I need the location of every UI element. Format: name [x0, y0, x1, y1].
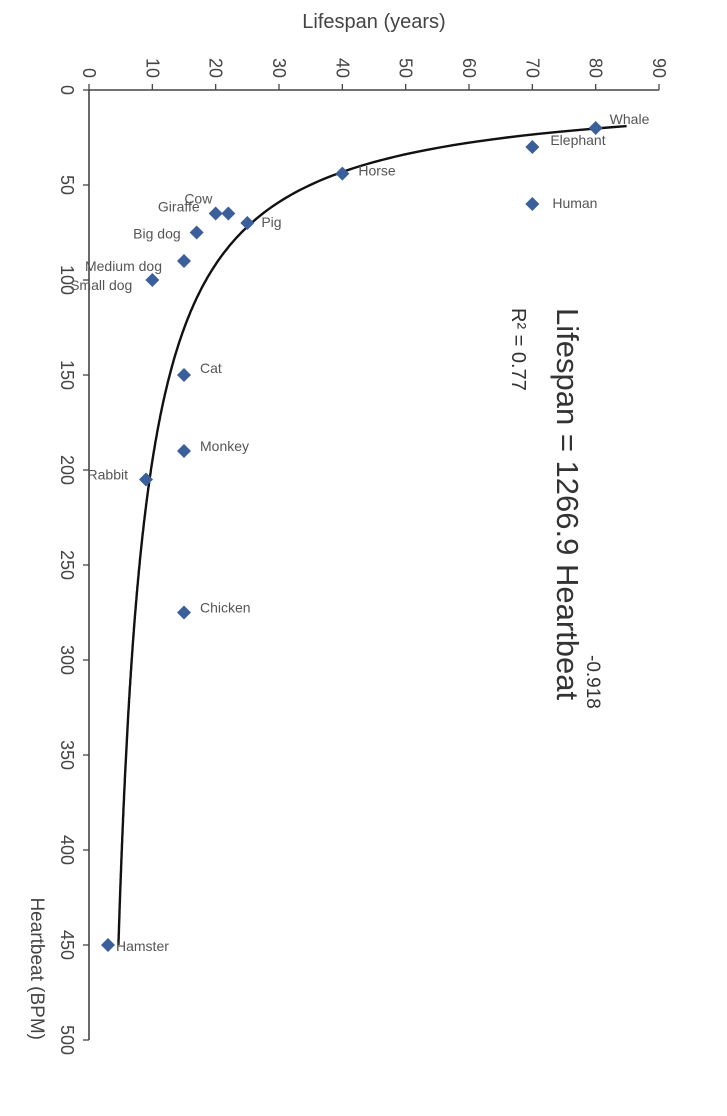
data-point: [139, 472, 153, 487]
y-tick-label: 20: [206, 58, 226, 78]
data-label: Elephant: [550, 132, 605, 148]
y-tick-label: 70: [522, 58, 542, 78]
data-point: [525, 197, 540, 211]
data-label: Medium dog: [85, 258, 162, 274]
x-tick-label: 500: [57, 1025, 77, 1055]
r-squared-label: R² = 0.77: [507, 308, 529, 391]
data-point: [588, 121, 603, 135]
x-tick-label: 400: [57, 835, 77, 865]
y-tick-label: 90: [649, 58, 669, 78]
data-point: [335, 166, 350, 181]
data-point: [189, 225, 204, 240]
data-point: [177, 605, 191, 620]
y-axis-title: Lifespan (years): [302, 11, 445, 33]
x-tick-label: 0: [57, 85, 77, 95]
x-tick-label: 350: [57, 740, 77, 770]
data-point: [145, 273, 160, 287]
y-tick-label: 60: [459, 58, 479, 78]
x-tick-label: 300: [57, 645, 77, 675]
x-tick-label: 200: [57, 455, 77, 485]
data-label: Pig: [261, 214, 281, 230]
x-axis-title: Heartbeat (BPM): [26, 897, 47, 1040]
y-tick-label: 50: [396, 58, 416, 78]
data-label: Cat: [200, 360, 222, 376]
data-label: Big dog: [133, 226, 180, 242]
data-point: [221, 206, 236, 221]
data-point: [177, 368, 191, 382]
y-tick-label: 40: [332, 58, 352, 78]
data-point: [101, 938, 115, 952]
x-tick-label: 250: [57, 550, 77, 580]
data-label: Cow: [184, 191, 213, 207]
x-tick-label: 450: [57, 930, 77, 960]
data-point: [240, 216, 255, 230]
x-tick-label: 100: [57, 265, 77, 295]
y-tick-label: 80: [586, 58, 606, 78]
plot-area: 0 50 100 150 200 250 300 350 400 450 500 0 10 20 30 40 5…: [26, 11, 669, 1055]
data-label: Giraffe: [158, 199, 200, 215]
trendline: [117, 124, 627, 946]
x-tick-label: 150: [57, 360, 77, 390]
trendline-exponent: -0.918: [582, 655, 603, 709]
data-label: Horse: [358, 163, 396, 179]
data-label: Chicken: [200, 600, 251, 616]
data-label: Whale: [610, 111, 650, 127]
data-label: Hamster: [116, 938, 169, 954]
data-label: Small dog: [70, 277, 132, 293]
data-point: [525, 140, 540, 154]
data-label: Human: [552, 195, 597, 211]
y-tick-label: 30: [269, 58, 289, 78]
data-point: [177, 444, 191, 458]
data-point: [208, 206, 223, 221]
trendline-equation: Lifespan = 1266.9 Heartbeat: [550, 308, 585, 700]
x-tick-label: 50: [57, 175, 77, 195]
data-label: Monkey: [200, 438, 249, 454]
y-tick-label: 0: [79, 68, 99, 78]
data-label: Rabbit: [88, 467, 129, 483]
data-point: [177, 254, 191, 268]
y-tick-label: 10: [142, 58, 162, 78]
